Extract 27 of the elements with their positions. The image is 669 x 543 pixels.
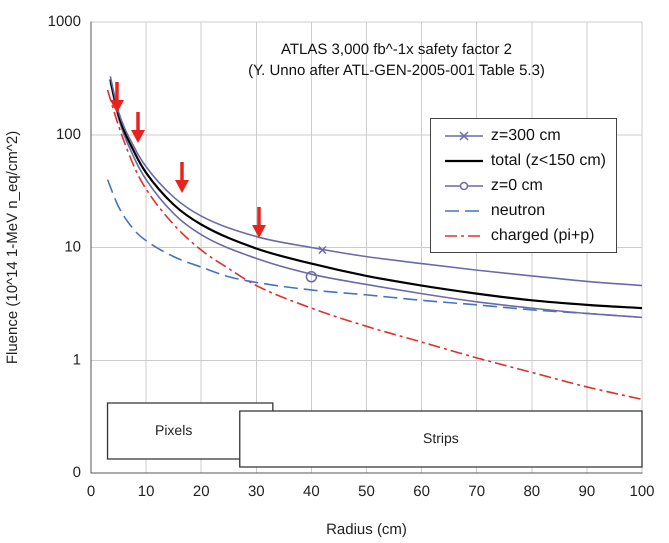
band-label: Pixels [154,422,192,438]
legend-label: z=0 cm [490,176,543,194]
x-tick-label: 90 [578,483,596,500]
x-tick-label: 30 [248,483,265,500]
band-label: Strips [422,430,459,446]
legend-label: neutron [490,202,546,220]
text: (Y. Unno after ATL-GEN-2005-001 Table 5.3) [248,62,545,80]
y-tick-label: 1000 [48,13,81,30]
x-tick-label: 20 [192,483,210,500]
y-tick-label: 100 [56,126,81,143]
x-axis-title: Radius (cm) [326,521,407,538]
x-tick-label: 100 [629,483,655,500]
x-tick-label: 40 [303,483,320,500]
x-tick-label: 70 [468,483,486,500]
x-tick-label: 80 [523,483,540,500]
y-tick-label: 1 [72,351,81,368]
y-tick-label: 0 [72,464,81,482]
legend-label: charged (pi+p) [490,226,594,244]
legend-label: z=300 cm [490,126,561,144]
y-tick-label: 10 [64,238,81,256]
x-tick-label: 0 [86,483,96,500]
y-axis-title: Fluence (10^14 1-MeV n_eq/cm^2) [4,130,22,364]
x-tick-label: 10 [138,483,154,500]
x-tick-label: 50 [358,483,375,500]
text: ATLAS 3,000 fb^-1x safety factor 2 [280,41,512,58]
x-tick-label: 60 [413,483,430,500]
legend-label: total (z<150 cm) [490,152,606,170]
